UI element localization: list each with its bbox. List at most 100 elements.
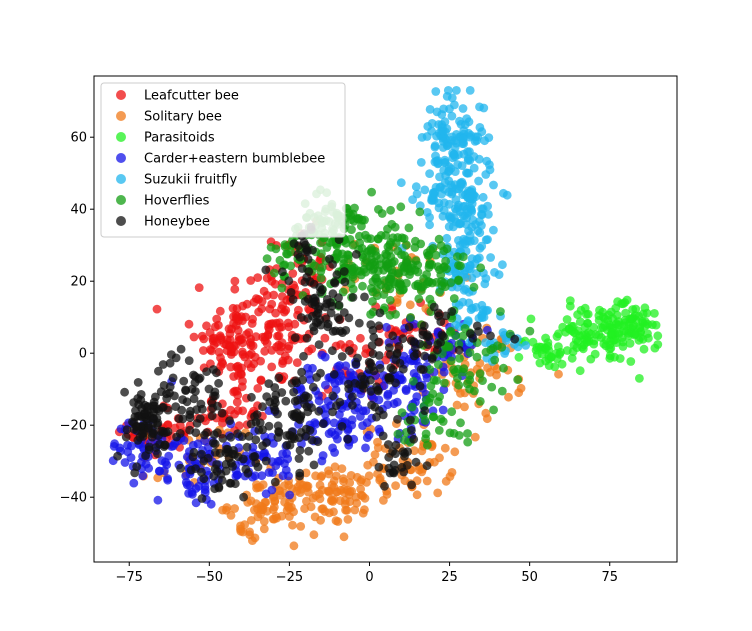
y-axis: −40 −20 0 20 40 60 bbox=[60, 131, 94, 506]
point bbox=[378, 431, 388, 441]
point bbox=[333, 517, 343, 526]
point bbox=[625, 314, 635, 324]
point bbox=[407, 426, 416, 435]
point bbox=[291, 376, 301, 385]
point bbox=[300, 399, 309, 409]
point bbox=[417, 446, 427, 456]
point bbox=[133, 436, 143, 445]
point bbox=[317, 263, 327, 272]
point bbox=[237, 382, 247, 392]
point bbox=[281, 396, 291, 406]
point bbox=[475, 102, 484, 112]
point bbox=[238, 527, 248, 537]
point bbox=[274, 331, 284, 341]
point bbox=[439, 385, 449, 395]
point bbox=[556, 347, 565, 357]
point bbox=[294, 454, 304, 463]
point bbox=[463, 429, 472, 438]
point bbox=[299, 238, 309, 248]
point bbox=[326, 308, 336, 318]
point bbox=[514, 352, 524, 362]
point bbox=[242, 299, 252, 309]
point bbox=[259, 517, 269, 526]
point bbox=[230, 386, 240, 396]
point bbox=[463, 437, 473, 447]
x-tick-label: −75 bbox=[116, 570, 143, 585]
point bbox=[113, 451, 122, 461]
point bbox=[153, 473, 163, 483]
point bbox=[444, 199, 454, 209]
point bbox=[179, 376, 189, 386]
point bbox=[270, 383, 280, 392]
point bbox=[651, 320, 661, 330]
point bbox=[477, 210, 487, 220]
point bbox=[424, 277, 434, 287]
point bbox=[354, 318, 364, 328]
point bbox=[474, 327, 483, 336]
point bbox=[409, 351, 419, 361]
point bbox=[233, 371, 243, 380]
point bbox=[437, 189, 446, 199]
point bbox=[339, 254, 349, 264]
point bbox=[630, 329, 640, 338]
point bbox=[315, 480, 325, 490]
point bbox=[472, 352, 482, 362]
point bbox=[425, 105, 435, 114]
point bbox=[348, 293, 358, 302]
point bbox=[438, 417, 448, 426]
point bbox=[400, 267, 409, 277]
point bbox=[360, 505, 369, 515]
point bbox=[420, 406, 430, 415]
point bbox=[416, 239, 426, 249]
point bbox=[433, 488, 443, 498]
point bbox=[513, 375, 523, 384]
point bbox=[460, 239, 470, 249]
point bbox=[378, 410, 388, 420]
point bbox=[191, 428, 201, 437]
point bbox=[438, 137, 448, 146]
y-tick-label: −40 bbox=[60, 491, 87, 506]
point bbox=[289, 387, 298, 397]
point bbox=[256, 376, 266, 385]
point bbox=[229, 341, 239, 351]
point bbox=[483, 235, 492, 244]
point bbox=[356, 490, 366, 500]
point bbox=[582, 337, 592, 347]
point bbox=[392, 348, 402, 358]
point bbox=[607, 328, 617, 338]
point bbox=[451, 204, 460, 214]
point bbox=[188, 452, 198, 462]
point bbox=[316, 472, 326, 482]
point bbox=[568, 321, 578, 331]
point bbox=[569, 340, 579, 350]
point bbox=[496, 307, 505, 316]
point bbox=[158, 360, 168, 369]
point bbox=[184, 319, 194, 329]
point bbox=[361, 349, 370, 358]
point bbox=[185, 413, 195, 423]
point bbox=[270, 279, 280, 289]
point bbox=[435, 172, 444, 182]
legend-label: Honeybee bbox=[144, 215, 210, 230]
point bbox=[427, 354, 437, 364]
point bbox=[271, 511, 281, 521]
point bbox=[411, 256, 421, 266]
point bbox=[251, 435, 261, 445]
point bbox=[469, 236, 479, 246]
point bbox=[355, 267, 365, 276]
point bbox=[288, 269, 298, 278]
point bbox=[360, 215, 369, 225]
point bbox=[482, 156, 492, 166]
point bbox=[355, 238, 365, 248]
plot-frame bbox=[93, 75, 678, 563]
point bbox=[417, 467, 427, 477]
point bbox=[371, 274, 380, 283]
point bbox=[452, 86, 461, 95]
point bbox=[467, 199, 477, 209]
point bbox=[375, 473, 385, 483]
y-tick-label: −20 bbox=[60, 419, 87, 434]
point bbox=[583, 319, 592, 328]
point bbox=[240, 352, 250, 362]
point bbox=[332, 487, 342, 497]
point bbox=[409, 369, 419, 378]
